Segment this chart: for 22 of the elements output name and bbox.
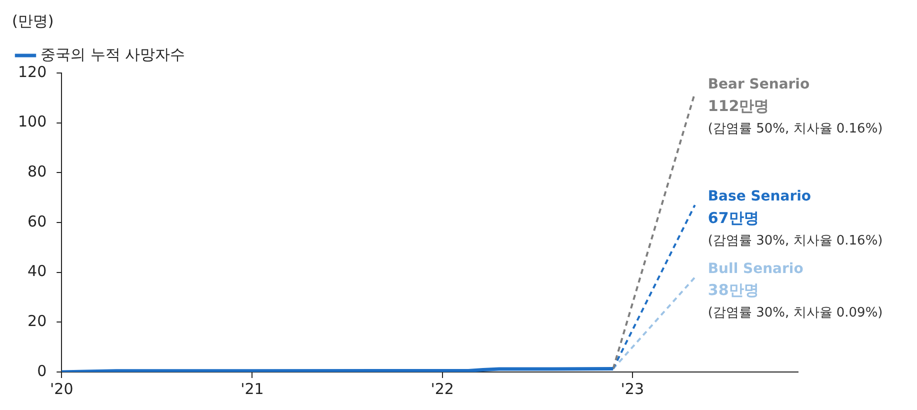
y-tick-label: 20 [28, 312, 47, 330]
y-tick-label: 80 [28, 162, 47, 181]
annotation: (감염률 30%, 치사율 0.09%) [708, 306, 883, 321]
annotation: (감염률 30%, 치사율 0.16%) [708, 233, 883, 248]
legend-label: 중국의 누적 사망자수 [40, 45, 186, 64]
y-tick-label: 40 [28, 262, 47, 280]
annotation: (감염률 50%, 치사율 0.16%) [708, 121, 883, 136]
y-axis-title: (만명) [12, 12, 54, 30]
annotation: 67만명 [708, 208, 759, 227]
series-label: Bear Senario [708, 76, 810, 93]
annotation: 38만명 [708, 281, 759, 300]
y-tick-label: 0 [37, 362, 47, 380]
x-tick-label: '20 [50, 380, 74, 398]
y-tick-label: 60 [28, 212, 47, 230]
series-label: Base Senario [708, 188, 812, 205]
y-tick-label: 120 [18, 62, 47, 81]
x-tick-label: '23 [620, 380, 644, 398]
x-tick-label: '21 [240, 380, 264, 398]
annotation: 112만명 [708, 96, 770, 115]
series-label: Bull Senario [708, 260, 804, 277]
x-tick-label: '22 [430, 380, 454, 398]
y-tick-label: 100 [18, 112, 47, 131]
